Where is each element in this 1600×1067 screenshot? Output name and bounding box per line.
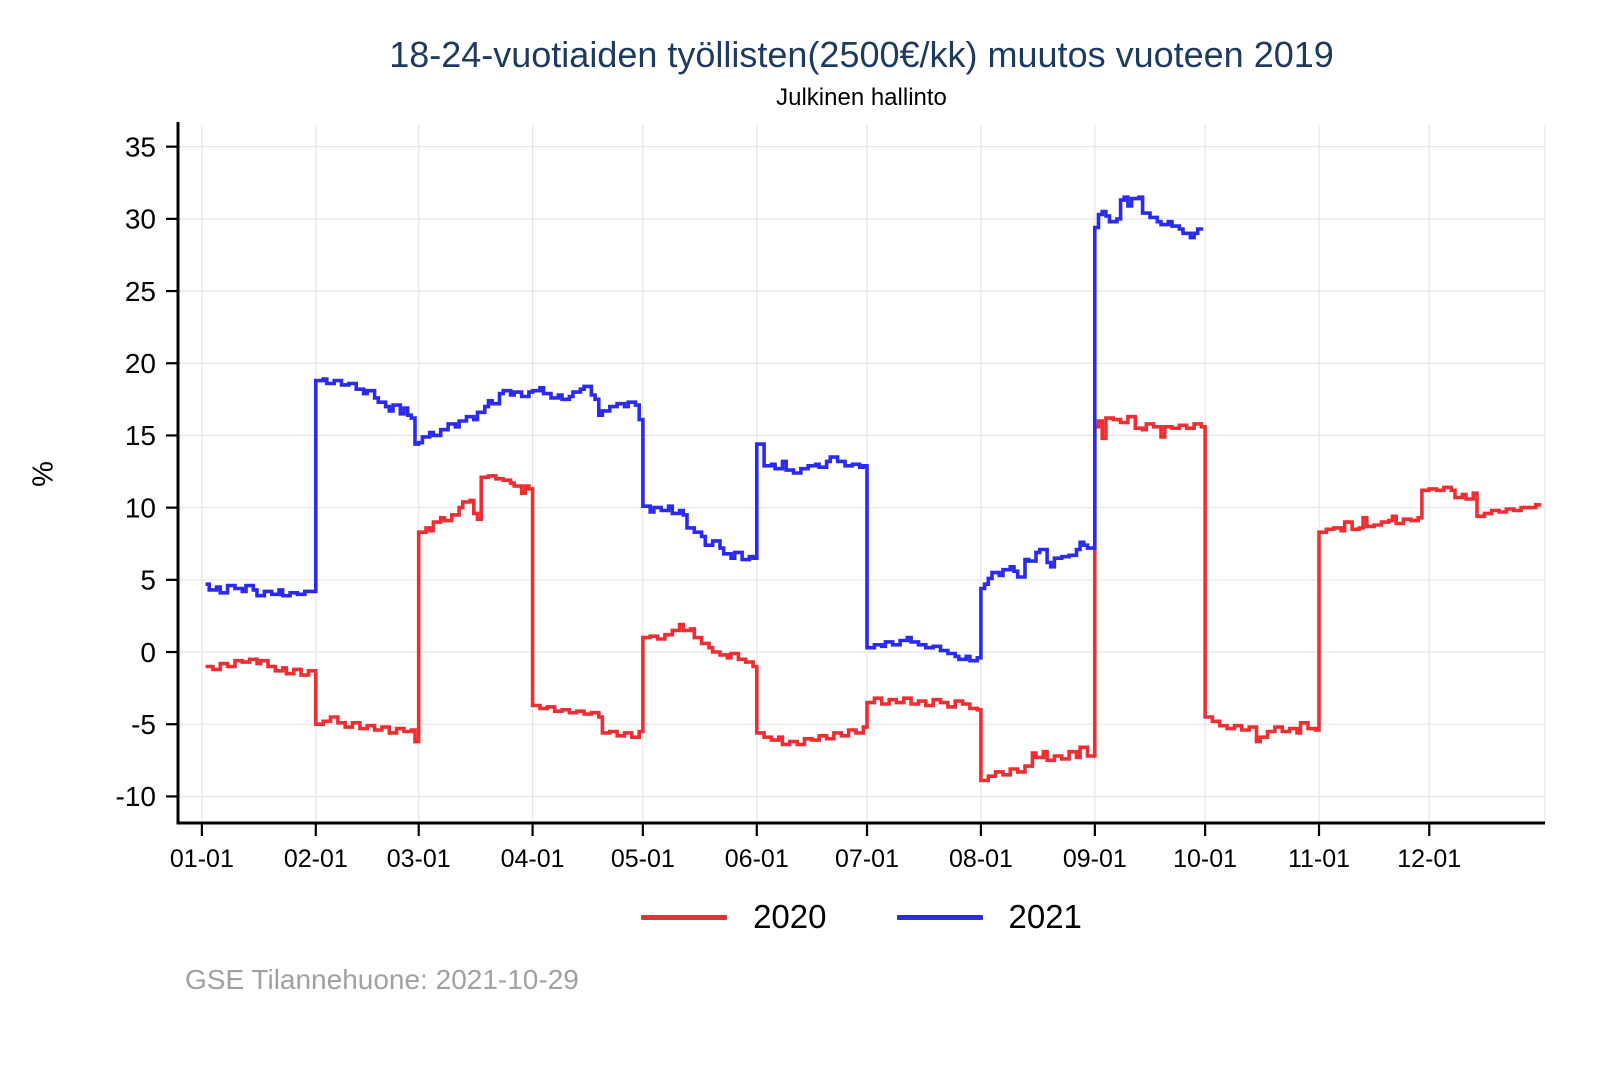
svg-text:02-01: 02-01 xyxy=(284,845,348,873)
svg-text:10: 10 xyxy=(125,492,156,523)
svg-text:09-01: 09-01 xyxy=(1063,845,1127,873)
legend: 2020 2021 xyxy=(178,898,1545,936)
legend-label-2021: 2021 xyxy=(1008,898,1082,935)
svg-text:01-01: 01-01 xyxy=(170,845,234,873)
svg-text:0: 0 xyxy=(140,637,156,668)
svg-text:15: 15 xyxy=(125,420,156,451)
chart-canvas: -10 -5 0 5 10 15 20 25 30 35 01-01 02-01 03-01 04-01 0… xyxy=(116,122,1546,873)
legend-line-swatch-2020 xyxy=(641,914,728,920)
svg-text:25: 25 xyxy=(125,276,156,307)
svg-text:30: 30 xyxy=(125,204,156,235)
svg-text:06-01: 06-01 xyxy=(725,845,789,873)
legend-item-2020: 2020 xyxy=(641,898,827,936)
svg-text:10-01: 10-01 xyxy=(1173,845,1237,873)
svg-text:35: 35 xyxy=(125,131,156,162)
legend-item-2021: 2021 xyxy=(896,898,1082,936)
svg-text:-5: -5 xyxy=(131,709,156,740)
svg-text:-10: -10 xyxy=(116,781,156,812)
legend-line-swatch-2021 xyxy=(896,914,983,920)
legend-label-2020: 2020 xyxy=(753,898,827,935)
svg-text:05-01: 05-01 xyxy=(611,845,675,873)
svg-text:20: 20 xyxy=(125,348,156,379)
source-note: GSE Tilannehuone: 2021-10-29 xyxy=(185,964,579,995)
svg-text:07-01: 07-01 xyxy=(835,845,899,873)
svg-text:08-01: 08-01 xyxy=(949,845,1013,873)
svg-text:11-01: 11-01 xyxy=(1288,845,1350,873)
svg-text:04-01: 04-01 xyxy=(501,845,565,873)
svg-text:03-01: 03-01 xyxy=(387,845,451,873)
chart-title: 18-24-vuotiaiden työllisten(2500€/kk) mu… xyxy=(389,34,1334,75)
svg-text:5: 5 xyxy=(140,565,156,596)
svg-text:12-01: 12-01 xyxy=(1397,845,1461,873)
chart-subtitle: Julkinen hallinto xyxy=(776,84,947,111)
